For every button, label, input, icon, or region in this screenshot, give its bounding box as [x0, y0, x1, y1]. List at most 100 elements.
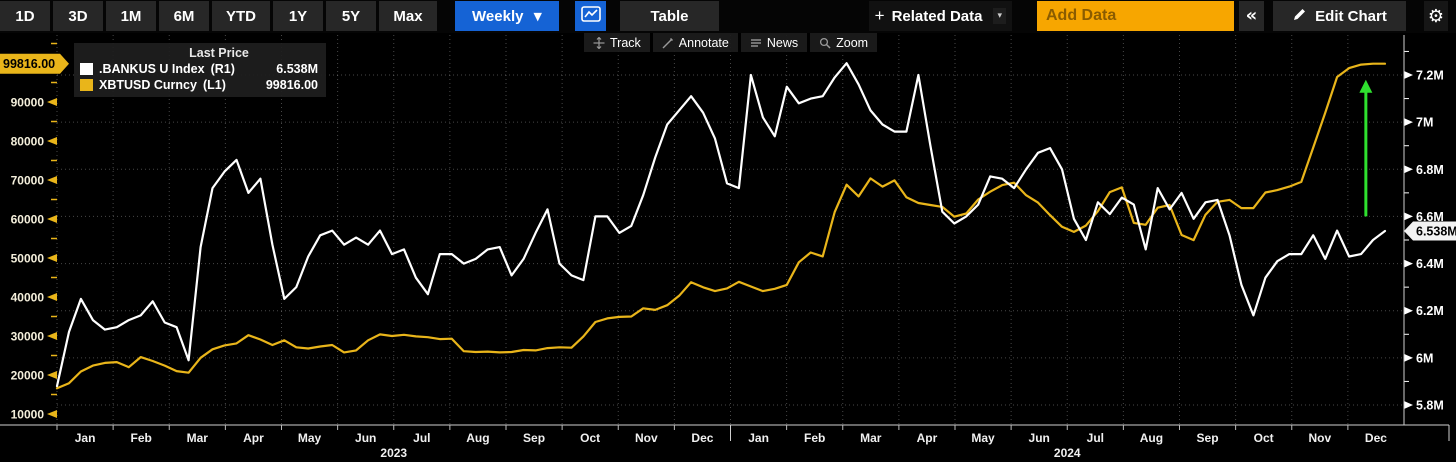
right-last-price-value: 6.538M — [1416, 225, 1456, 239]
related-data-label: Related Data — [891, 7, 983, 25]
related-data-button[interactable]: + Related Data ▾ — [868, 1, 1012, 31]
top-toolbar: 1D 3D 1M 6M YTD 1Y 5Y Max Weekly ▼ Table… — [0, 0, 1456, 33]
right-axis-label: 6.2M — [1416, 304, 1444, 318]
series-swatch-white — [80, 63, 93, 75]
edit-chart-label: Edit Chart — [1315, 7, 1387, 25]
month-label: Oct — [1254, 431, 1274, 445]
right-axis-label: 6M — [1416, 351, 1433, 365]
month-label: Nov — [635, 431, 658, 445]
period-ytd-button[interactable]: YTD — [212, 1, 270, 31]
news-list-icon — [750, 37, 762, 49]
chart-tools-toolbar: Track Annotate News — [584, 33, 878, 52]
period-5y-button[interactable]: 5Y — [326, 1, 376, 31]
right-last-price-badge — [1404, 221, 1456, 241]
left-axis-tick — [47, 176, 57, 184]
news-label: News — [766, 35, 799, 50]
month-label: Feb — [804, 431, 825, 445]
left-axis-label: 40000 — [11, 291, 45, 305]
month-label: Dec — [691, 431, 713, 445]
legend[interactable]: Last Price .BANKUS U Index (R1) 6.538M X… — [74, 43, 326, 97]
series-swatch-yellow — [80, 79, 93, 91]
track-button[interactable]: Track — [584, 33, 650, 52]
plus-icon: + — [874, 6, 885, 25]
month-label: Mar — [187, 431, 209, 445]
left-axis-tick — [47, 215, 57, 223]
series-label: XBTUSD Curncy — [99, 78, 197, 92]
left-axis-tick — [47, 98, 57, 106]
gear-icon: ⚙ — [1427, 5, 1445, 27]
series-line--bankus-u-index — [55, 62, 1387, 388]
frequency-dropdown[interactable]: Weekly ▼ — [455, 1, 559, 31]
period-max-button[interactable]: Max — [379, 1, 437, 31]
series-last-price: 6.538M — [276, 62, 318, 76]
period-1y-button[interactable]: 1Y — [273, 1, 323, 31]
left-axis-label: 50000 — [11, 252, 45, 266]
series-label: .BANKUS U Index — [99, 62, 205, 76]
month-label: Jan — [75, 431, 96, 445]
year-label: 2023 — [380, 446, 407, 460]
legend-row-bankus: .BANKUS U Index (R1) 6.538M — [80, 61, 318, 77]
month-label: Sep — [1197, 431, 1219, 445]
right-axis-label: 7.2M — [1416, 69, 1444, 83]
frequency-label: Weekly — [472, 7, 524, 25]
left-axis-label: 20000 — [11, 369, 45, 383]
left-axis-tick — [47, 332, 57, 340]
right-axis-label: 6.8M — [1416, 163, 1444, 177]
month-label: Feb — [131, 431, 152, 445]
period-6m-button[interactable]: 6M — [159, 1, 209, 31]
period-1d-button[interactable]: 1D — [0, 1, 50, 31]
month-label: Apr — [243, 431, 264, 445]
right-axis-label: 6.4M — [1416, 257, 1444, 271]
collapse-panel-button[interactable]: « — [1239, 1, 1264, 31]
series-last-price: 99816.00 — [265, 78, 318, 92]
up-arrow-head — [1359, 79, 1373, 93]
period-1m-button[interactable]: 1M — [106, 1, 156, 31]
legend-header: Last Price — [189, 46, 249, 60]
series-axis-tag: (R1) — [210, 62, 235, 76]
left-axis-tick — [47, 410, 57, 418]
pencil-icon — [1292, 7, 1307, 26]
series-axis-tag: (L1) — [202, 78, 226, 92]
right-axis-label: 7M — [1416, 116, 1433, 130]
table-button[interactable]: Table — [620, 1, 719, 31]
left-axis-tick — [47, 293, 57, 301]
magnifier-icon — [819, 37, 831, 49]
month-label: Dec — [1365, 431, 1387, 445]
month-label: Sep — [523, 431, 545, 445]
chart-canvas[interactable]: 5.8M 6M 6.2M 6.4M 6.6M 6.8M 7M 7.2M 10000 20000 30… — [0, 33, 1456, 462]
left-axis-label: 70000 — [11, 174, 45, 188]
edit-chart-button[interactable]: Edit Chart — [1273, 1, 1406, 31]
chevron-down-icon: ▾ — [993, 8, 1006, 24]
month-label: Jan — [748, 431, 769, 445]
left-axis-tick — [47, 254, 57, 262]
month-label: Oct — [580, 431, 600, 445]
period-3d-button[interactable]: 3D — [53, 1, 103, 31]
track-label: Track — [610, 35, 641, 50]
chart-type-button[interactable] — [575, 1, 606, 31]
zoom-label: Zoom — [836, 35, 869, 50]
left-last-price-badge — [0, 53, 69, 74]
toolbar-spacer — [722, 0, 869, 33]
left-axis-label: 90000 — [11, 96, 45, 110]
month-label: Apr — [917, 431, 938, 445]
left-last-price-value: 99816.00 — [3, 57, 55, 71]
left-axis-tick — [47, 371, 57, 379]
add-data-input[interactable] — [1037, 1, 1234, 31]
annotate-label: Annotate — [678, 35, 729, 50]
news-button[interactable]: News — [740, 33, 808, 52]
month-label: Mar — [860, 431, 882, 445]
zoom-button[interactable]: Zoom — [810, 33, 878, 52]
month-label: Aug — [466, 431, 489, 445]
settings-gear-button[interactable]: ⚙ — [1424, 1, 1448, 31]
track-crosshair-icon — [593, 36, 605, 49]
left-axis-label: 60000 — [11, 213, 45, 227]
left-axis-tick — [47, 137, 57, 145]
month-label: Aug — [1140, 431, 1163, 445]
month-label: May — [298, 431, 322, 445]
annotate-button[interactable]: Annotate — [652, 33, 738, 52]
left-axis-label: 80000 — [11, 135, 45, 149]
line-chart-icon — [580, 6, 601, 26]
right-axis-label: 5.8M — [1416, 399, 1444, 413]
month-label: Jul — [1087, 431, 1104, 445]
